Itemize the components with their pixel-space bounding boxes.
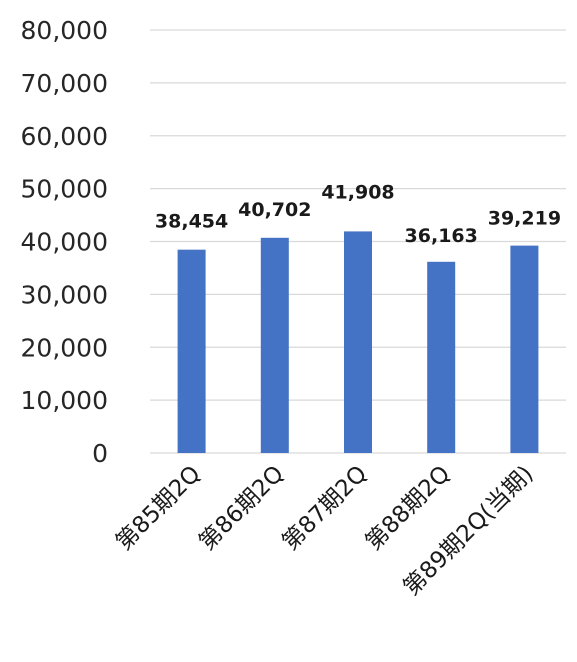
y-tick-label: 0	[92, 439, 108, 468]
y-tick-label: 60,000	[21, 122, 108, 151]
y-axis-tick-labels: 0 10,000 20,000 30,000 40,000 50,000 60,000 70,…	[21, 16, 108, 468]
bar	[427, 261, 456, 453]
y-tick-label: 80,000	[21, 16, 108, 45]
bar	[260, 237, 289, 453]
bars	[177, 231, 539, 453]
y-tick-label: 10,000	[21, 386, 108, 415]
x-category-label: 第85期2Q	[111, 461, 206, 556]
bar	[510, 245, 539, 453]
data-label: 40,702	[238, 199, 311, 221]
data-label: 41,908	[321, 181, 394, 203]
x-category-label: 第87期2Q	[277, 461, 372, 556]
y-tick-label: 50,000	[21, 175, 108, 204]
bar	[177, 249, 206, 453]
y-tick-label: 70,000	[21, 69, 108, 98]
x-category-label: 第86期2Q	[194, 461, 289, 556]
y-tick-label: 40,000	[21, 228, 108, 257]
data-label: 39,219	[488, 208, 561, 230]
data-label: 38,454	[155, 211, 228, 233]
bar	[344, 231, 372, 453]
data-label: 36,163	[405, 225, 478, 247]
y-tick-label: 20,000	[21, 333, 108, 362]
y-tick-label: 30,000	[21, 280, 108, 309]
data-labels: 38,454 40,702 41,908 36,163 39,219	[155, 181, 561, 246]
